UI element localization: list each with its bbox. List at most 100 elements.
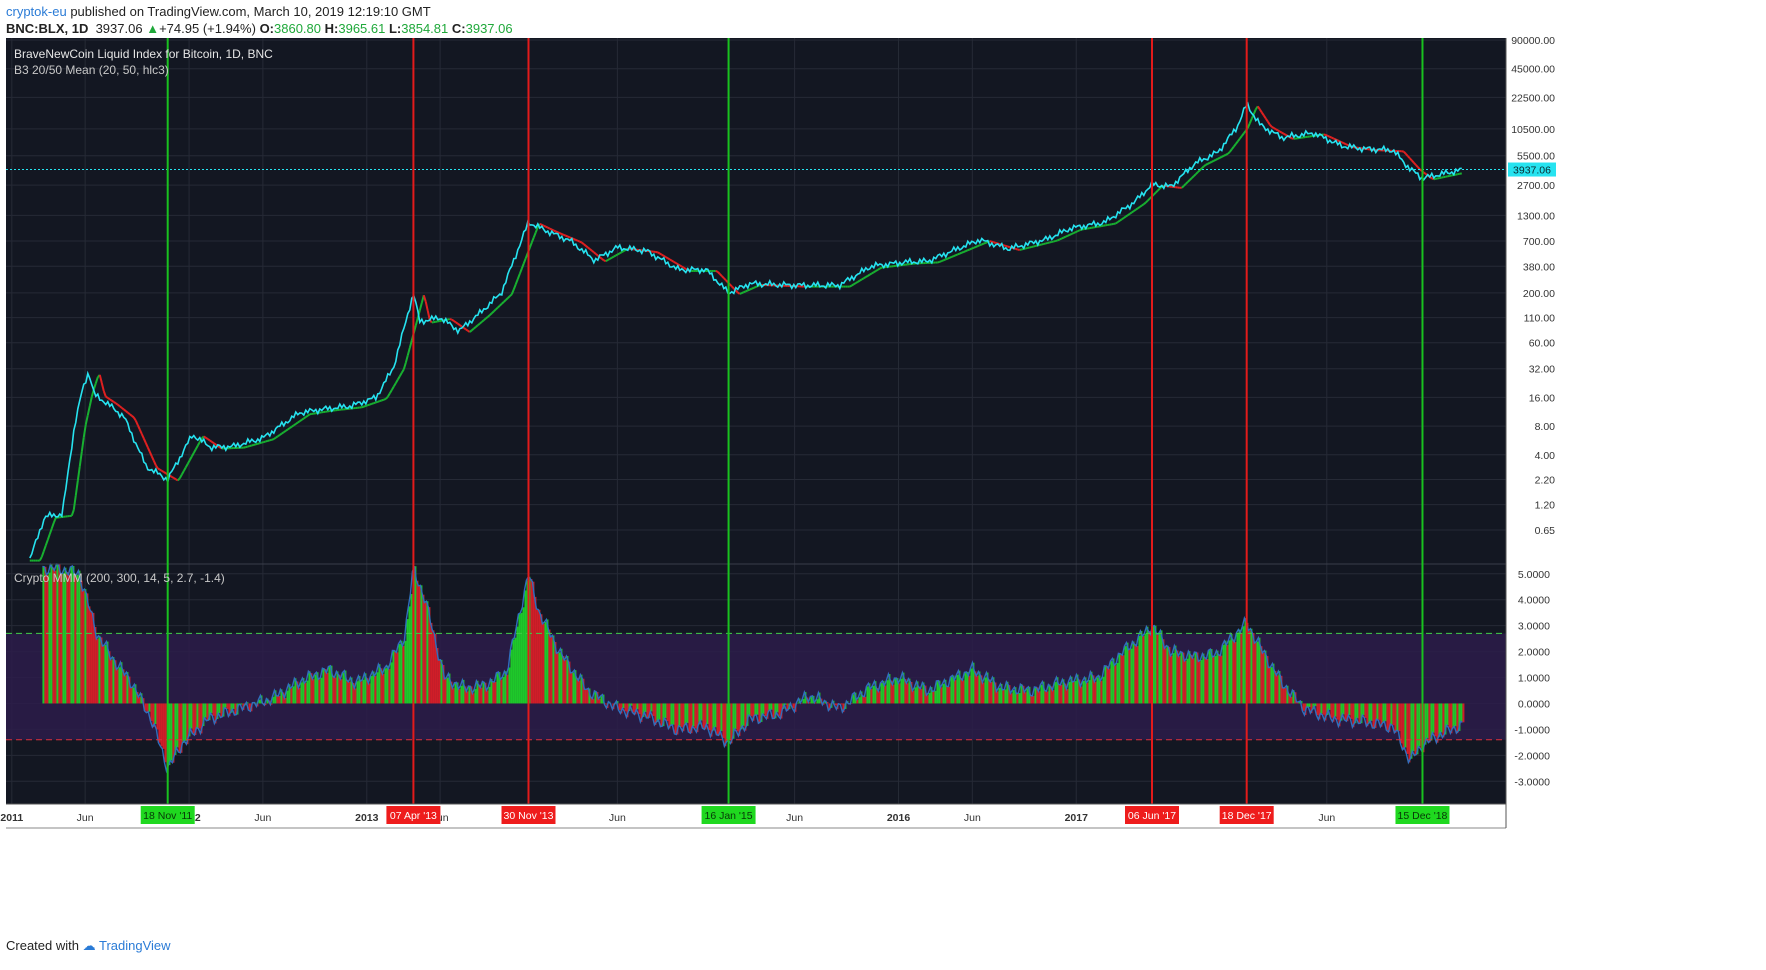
oscillator-bar: [1248, 630, 1251, 704]
oscillator-bar: [1110, 661, 1113, 704]
oscillator-bar: [990, 681, 993, 704]
moving-average-segment: [213, 442, 217, 446]
oscillator-bar: [360, 681, 363, 704]
moving-average-segment: [577, 239, 581, 243]
moving-average-segment: [939, 260, 943, 263]
moving-average-segment: [663, 255, 667, 258]
oscillator-bar: [740, 703, 743, 730]
oscillator-bar: [318, 679, 321, 704]
oscillator-bar: [1202, 653, 1205, 704]
price-tick-label: 700.00: [1523, 236, 1555, 248]
oscillator-bar: [136, 692, 139, 704]
moving-average-segment: [1065, 234, 1069, 238]
oscillator-bar: [156, 703, 159, 730]
moving-average-segment: [871, 271, 875, 275]
oscillator-bar: [474, 688, 477, 704]
oscillator-bar: [446, 677, 449, 704]
oscillator-bar: [402, 645, 405, 704]
oscillator-bar: [390, 662, 393, 704]
moving-average-segment: [1025, 246, 1029, 250]
moving-average-segment: [1329, 135, 1333, 139]
oscillator-bar: [60, 573, 63, 704]
oscillator-bar: [504, 671, 507, 704]
oscillator-bar: [382, 674, 385, 704]
moving-average-segment: [385, 396, 389, 400]
moving-average-segment: [603, 259, 607, 263]
oscillator-bar: [1092, 675, 1095, 704]
signal-date-tag: [1125, 806, 1180, 824]
oscillator-bar: [674, 703, 677, 734]
high-value: 3965.61: [338, 21, 386, 36]
moving-average-segment: [473, 326, 477, 330]
moving-average-segment: [247, 445, 251, 448]
moving-average-segment: [1119, 218, 1123, 222]
oscillator-bar: [184, 703, 187, 741]
oscillator-bar: [226, 703, 229, 709]
oscillator-bar: [1462, 703, 1465, 723]
oscillator-bar: [1378, 703, 1381, 721]
moving-average-segment: [1155, 189, 1159, 194]
moving-average-segment: [512, 283, 517, 290]
oscillator-bar: [1312, 703, 1315, 710]
moving-average-segment: [1197, 169, 1201, 173]
oscillator-bar: [206, 703, 209, 721]
tradingview-brand[interactable]: TradingView: [99, 938, 171, 953]
oscillator-bar: [234, 703, 237, 716]
oscillator-bar: [1308, 703, 1311, 708]
moving-average-segment: [613, 254, 617, 258]
oscillator-bar: [618, 703, 621, 710]
oscillator-bar: [278, 695, 281, 704]
oscillator-bar: [512, 639, 515, 704]
moving-average-segment: [945, 257, 949, 261]
tradingview-logo[interactable]: ☁ TradingView: [82, 938, 171, 953]
oscillator-bar: [1026, 688, 1029, 704]
price-tick-label: 5500.00: [1517, 151, 1555, 163]
moving-average-segment: [1271, 126, 1275, 129]
oscillator-bar: [174, 703, 177, 755]
oscillator-bar: [1116, 662, 1119, 704]
moving-average-segment: [1039, 243, 1043, 246]
oscillator-bar: [912, 690, 915, 704]
oscillator-bar: [98, 635, 101, 704]
moving-average-segment: [1127, 212, 1131, 216]
moving-average-segment: [84, 414, 89, 425]
oscillator-bar: [392, 650, 395, 704]
moving-average-segment: [175, 478, 179, 482]
oscillator-bar: [1276, 675, 1279, 704]
moving-average-segment: [669, 258, 673, 262]
moving-average-segment: [479, 321, 483, 325]
oscillator-bar: [1098, 675, 1101, 704]
moving-average-segment: [1234, 140, 1239, 145]
moving-average-segment: [1345, 143, 1349, 146]
oscillator-bar: [744, 703, 747, 731]
oscillator-bar: [716, 703, 719, 735]
moving-average-segment: [751, 286, 755, 290]
oscillator-bar: [1380, 703, 1383, 727]
moving-average-segment: [72, 495, 77, 511]
signal-date-label: 15 Dec '18: [1398, 810, 1448, 822]
oscillator-bar: [924, 685, 927, 704]
oscillator-bar: [1328, 703, 1331, 711]
oscillator-bar: [640, 703, 643, 722]
oscillator-bar: [516, 626, 519, 704]
oscillator-bar: [480, 687, 483, 704]
price-tick-label: 2700.00: [1517, 180, 1555, 192]
oscillator-bar: [582, 678, 585, 704]
moving-average-segment: [1221, 154, 1225, 158]
oscillator-bar: [1358, 703, 1361, 724]
oscillator-bar: [678, 703, 681, 726]
oscillator-bar: [344, 670, 347, 704]
oscillator-bar: [188, 703, 191, 737]
moving-average-segment: [177, 477, 181, 482]
time-tick-label: 2016: [887, 812, 911, 824]
oscillator-bar: [422, 594, 425, 704]
signal-date-tag: [1219, 806, 1274, 824]
oscillator-bar: [810, 696, 813, 704]
oscillator-bar: [210, 703, 213, 714]
oscillator-bar: [1456, 703, 1459, 734]
oscillator-bar: [44, 566, 47, 704]
author-link[interactable]: cryptok-eu: [6, 4, 67, 19]
moving-average-segment: [573, 238, 577, 241]
oscillator-bar: [1282, 687, 1285, 704]
